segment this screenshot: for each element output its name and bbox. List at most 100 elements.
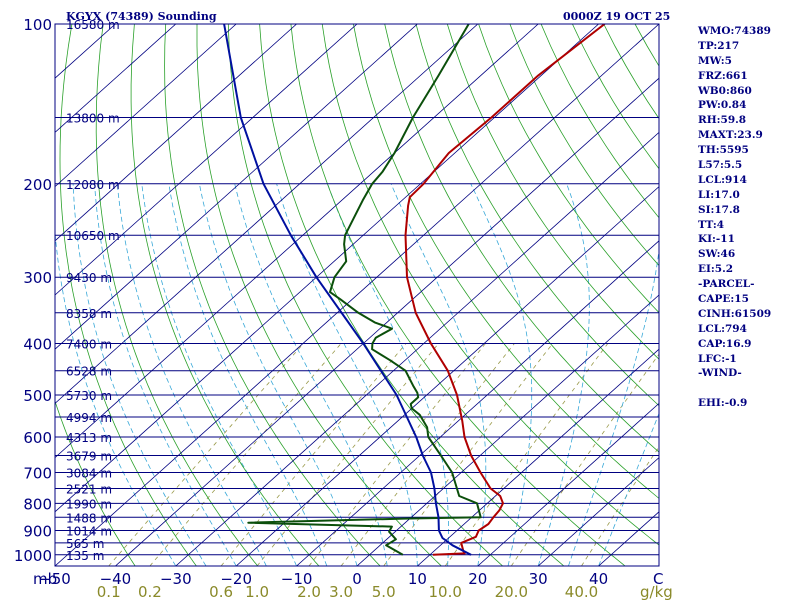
pressure-tick-label: 800 [23, 495, 52, 513]
isotherm-line [55, 24, 418, 350]
parcel-path-line [223, 24, 472, 556]
height-label: 13800 m [66, 112, 120, 126]
isotherm-line [477, 402, 659, 566]
mixing-ratio-label: 3.0 [329, 583, 353, 600]
index-item: SW:46 [698, 248, 736, 261]
mixing-ratio-label: 40.0 [565, 583, 598, 600]
dry-adiabat-line [478, 24, 659, 314]
index-item: KI:-11 [698, 233, 735, 246]
temperature-tick-label: −50 [39, 570, 71, 588]
moist-adiabats [55, 183, 659, 566]
index-item: LFC:-1 [698, 352, 737, 365]
dewpoint-line [247, 24, 482, 556]
isotherm-line [356, 294, 659, 566]
index-item: -WIND- [698, 367, 742, 380]
index-item: LCL:794 [698, 322, 747, 335]
height-label: 12080 m [66, 178, 120, 192]
isotherm-line [55, 24, 599, 513]
height-label: 8358 m [66, 307, 112, 321]
mixing-ratio-line [220, 343, 407, 566]
dry-adiabat-line [415, 24, 659, 407]
index-item: RH:59.8 [698, 114, 747, 127]
moist-adiabat-line [537, 183, 590, 566]
moist-adiabat-line [94, 183, 237, 566]
moist-adiabat-line [327, 183, 450, 566]
mixing-ratio-label: 20.0 [495, 583, 528, 600]
moist-adiabat-line [55, 228, 177, 566]
sounding-series [223, 24, 606, 556]
isotherm-line [55, 24, 237, 188]
temperature-tick-label: 30 [529, 570, 548, 588]
height-label: 9430 m [66, 271, 112, 285]
isotherm-line [235, 186, 659, 566]
isotherm-line [55, 24, 479, 404]
mixing-ratio-lines [108, 343, 659, 566]
mixing-ratio-line [510, 353, 659, 566]
pressure-tick-labels: 100 200 300 400 500 600 700 800 900 1000 [14, 16, 52, 565]
index-item: SI:17.8 [698, 203, 740, 216]
mixing-ratio-label: 0.1 [97, 583, 121, 600]
moist-adiabat-line [199, 183, 358, 566]
isotherm-line [296, 240, 659, 566]
height-label: 4313 m [66, 431, 112, 445]
mixing-ratio-label: 10.0 [428, 583, 461, 600]
isotherm-line [55, 24, 539, 459]
height-label: 10650 m [66, 229, 120, 243]
moist-adiabat-line [141, 183, 297, 566]
mixing-ratio-label: 2.0 [297, 583, 321, 600]
height-label: 16580 m [66, 18, 120, 32]
chart-title: KGYX (74389) Sounding [66, 10, 217, 23]
stability-indices: WMO:74389 TP:217 MW:5 FRZ:661 WB0:860 PW:0.84… [698, 24, 798, 411]
height-label: 7400 m [66, 338, 112, 352]
index-item: MAXT:23.9 [698, 129, 763, 142]
index-item: TH:5595 [698, 144, 749, 157]
height-label: 2521 m [66, 482, 112, 496]
index-item: LI:17.0 [698, 188, 740, 201]
index-item: EI:5.2 [698, 263, 734, 276]
index-item: LCL:914 [698, 173, 747, 186]
isotherm-line [55, 24, 358, 296]
index-item: PW:0.84 [698, 99, 747, 112]
mixing-ratio-label: 5.0 [372, 583, 396, 600]
pressure-tick-label: 600 [23, 429, 52, 447]
moist-adiabat-line [234, 183, 388, 566]
pressure-tick-label: 700 [23, 465, 52, 483]
height-label: 5730 m [66, 389, 112, 403]
dry-adiabat-line [196, 24, 442, 566]
pressure-tick-label: 400 [23, 336, 52, 354]
mixing-ratio-label: 0.2 [138, 583, 162, 600]
mixing-ratio-unit: g/kg [640, 583, 673, 600]
height-label: 1014 m [66, 525, 112, 539]
index-item: CAPE:15 [698, 293, 749, 306]
pressure-tick-label: 300 [23, 269, 52, 287]
mixing-ratio-label: 0.6 [209, 583, 233, 600]
pressure-tick-label: 500 [23, 387, 52, 405]
dry-adiabat-line [95, 24, 259, 566]
plot-frame [54, 23, 660, 567]
temperature-tick-label: 10 [408, 570, 427, 588]
temperature-tick-labels: −50 −40 −30 −20 −10 0 10 20 30 40 [39, 570, 608, 588]
isotherm-line [175, 131, 659, 566]
dry-adiabat-line [259, 24, 565, 566]
y-axis-unit: mb [33, 570, 57, 588]
index-item: FRZ:661 [698, 69, 748, 82]
chart-datetime: 0000Z 19 OCT 25 [563, 10, 670, 23]
moist-adiabat-line [568, 247, 659, 566]
isotherm-line [115, 77, 659, 566]
isotherms [55, 24, 659, 566]
index-item: -PARCEL- [698, 278, 755, 291]
dry-adiabat-line [509, 24, 659, 267]
dry-adiabat-line [130, 24, 320, 566]
height-label: 4994 m [66, 411, 112, 425]
index-item: WMO:74389 [698, 25, 771, 37]
height-label: 3679 m [66, 450, 112, 464]
mixing-ratio-line [383, 343, 554, 566]
moist-adiabat-line [598, 412, 659, 566]
temperature-tick-label: 20 [468, 570, 487, 588]
isobars [55, 24, 659, 556]
temperature-tick-label: −40 [100, 570, 132, 588]
moist-adiabat-line [168, 183, 328, 566]
height-label: 565 m [66, 537, 104, 551]
index-item [698, 381, 798, 396]
dry-adiabat-line [227, 24, 503, 566]
